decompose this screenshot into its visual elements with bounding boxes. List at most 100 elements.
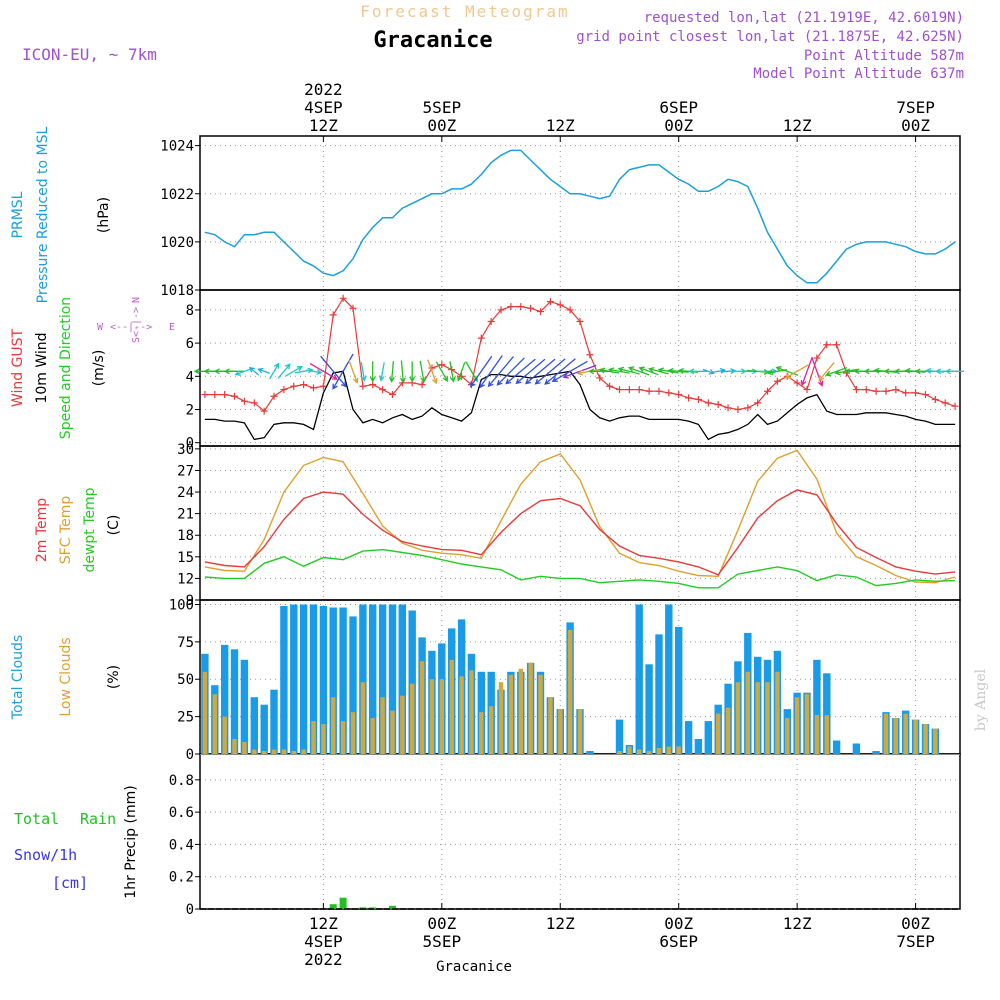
- temp-ytick-label: 27: [177, 463, 194, 479]
- low-clouds-bar: [489, 706, 494, 754]
- total-clouds-bar: [299, 604, 308, 754]
- bottom-time-label: 00Z: [427, 914, 456, 933]
- wind-gust-marker: [862, 386, 870, 394]
- wind-gust-marker: [319, 382, 327, 390]
- low-clouds-bar: [666, 746, 671, 754]
- low-clouds-bar: [824, 715, 829, 754]
- temp-ytick-label: 24: [177, 485, 194, 501]
- total-clouds-bar: [388, 604, 397, 754]
- low-clouds-bar: [370, 718, 375, 754]
- wind-direction-arrow: [305, 369, 323, 375]
- low-clouds-bar: [291, 751, 296, 754]
- top-time-label: 00Z: [427, 116, 456, 135]
- wind-gust-marker: [339, 294, 347, 302]
- temp-ytick-label: 12: [177, 571, 194, 587]
- wind-direction-arrow: [667, 367, 689, 374]
- total-clouds-bar: [398, 604, 406, 754]
- bottom-time-label: 2022: [304, 950, 343, 969]
- wind-direction-arrow: [332, 353, 354, 390]
- wind-gust-marker: [675, 391, 683, 399]
- wind-direction-arrow: [277, 363, 291, 379]
- low-clouds-bar: [281, 749, 287, 754]
- rain-bar: [339, 897, 347, 909]
- low-clouds-bar: [893, 718, 898, 754]
- low-clouds-bar: [469, 670, 474, 754]
- total-clouds-bar: [378, 604, 387, 754]
- wind-direction-arrow: [419, 360, 427, 384]
- wind-direction-label: Speed and Direction: [58, 297, 74, 439]
- temp-unit: (C): [106, 515, 122, 536]
- wind-direction-arrow: [449, 361, 456, 383]
- total-clouds-label: Total Clouds: [10, 635, 26, 720]
- top-time-label: 2022: [304, 80, 343, 99]
- temp-dewpt-line: [204, 548, 956, 589]
- low-clouds-bar: [252, 749, 257, 754]
- wind-gust-marker: [527, 304, 535, 312]
- wind-gust-marker: [872, 387, 880, 395]
- bottom-time-label: 00Z: [901, 914, 930, 933]
- wind-direction-arrow: [369, 361, 376, 383]
- wind-ytick-label: 4: [186, 369, 194, 385]
- wind-gust-marker: [902, 389, 910, 397]
- precip-unit-label: 1hr Precip (mm): [123, 785, 139, 898]
- pressure-label-2: Pressure Reduced to MSL: [35, 126, 51, 303]
- wind-gust-marker: [566, 306, 574, 314]
- wind-direction-arrow: [309, 363, 338, 380]
- wind-direction-arrow: [515, 358, 546, 385]
- precip-ytick-label: 0.6: [169, 805, 194, 821]
- low-clouds-bar: [528, 662, 533, 754]
- total-clouds-bar: [329, 607, 337, 754]
- grid-point-coords: grid point closest lon,lat (21.1875E, 42…: [576, 29, 964, 45]
- compass-rose: W E <--|--> N S <-|->: [97, 297, 175, 343]
- wind-gust-marker: [833, 341, 841, 349]
- wind-direction-arrow: [524, 358, 556, 385]
- clouds-ytick-label: 75: [177, 635, 194, 651]
- wind-direction-arrow: [479, 355, 503, 389]
- wind-gust-marker: [921, 391, 929, 399]
- pressure-label-1: PRMSL: [10, 191, 26, 238]
- total-clouds-bar: [280, 606, 288, 754]
- pressure-ytick-label: 1020: [160, 235, 194, 251]
- wind-gust-marker: [793, 379, 801, 387]
- wind-direction-arrow: [617, 366, 640, 375]
- wind-direction-arrow: [944, 368, 964, 375]
- wind-gust-marker: [250, 399, 258, 407]
- wind-direction-arrow: [378, 362, 385, 382]
- wind-direction-arrow: [470, 355, 493, 388]
- total-clouds-bar: [704, 721, 712, 754]
- cloud-labels: Total Clouds Low Clouds (%): [10, 635, 122, 720]
- top-time-label: 00Z: [664, 116, 693, 135]
- watermark: by Angel: [973, 668, 989, 731]
- snow-unit: [cm]: [52, 874, 88, 892]
- precip-labels: Total Rain Snow/1h [cm] 1hr Precip (mm): [14, 785, 139, 898]
- wind-gust-marker: [201, 391, 209, 399]
- total-clouds-bar: [635, 604, 643, 754]
- wind-gust-marker: [931, 396, 939, 404]
- low-clouds-bar: [518, 668, 523, 754]
- low-clouds-bar: [439, 679, 444, 754]
- total-clouds-bar: [645, 664, 653, 754]
- low-clouds-bar: [311, 721, 316, 754]
- low-clouds-bar: [242, 742, 247, 754]
- bottom-time-label: 5SEP: [423, 932, 462, 951]
- wind-gust-marker: [724, 404, 732, 412]
- pressure-labels: PRMSL Pressure Reduced to MSL (hPa): [10, 126, 112, 303]
- wind-gust-marker: [744, 404, 752, 412]
- low-clouds-bar: [380, 697, 385, 754]
- low-clouds-bar: [745, 671, 750, 754]
- wind-gust-marker: [754, 399, 762, 407]
- low-clouds-bar: [646, 751, 652, 754]
- wind-direction-arrow: [811, 356, 824, 387]
- model-point-altitude: Model Point Altitude 637m: [753, 66, 964, 82]
- total-clouds-bar: [319, 606, 328, 754]
- low-clouds-bar: [271, 749, 277, 754]
- wind-ytick-label: 2: [186, 402, 194, 418]
- wind-gust-marker: [221, 391, 229, 399]
- temp-2m-line: [204, 489, 956, 576]
- low-clouds-bar: [321, 724, 326, 754]
- low-clouds-bar: [410, 683, 415, 754]
- low-clouds-bar: [755, 682, 760, 754]
- wind-gust-marker: [625, 386, 633, 394]
- total-clouds-bar: [665, 604, 673, 754]
